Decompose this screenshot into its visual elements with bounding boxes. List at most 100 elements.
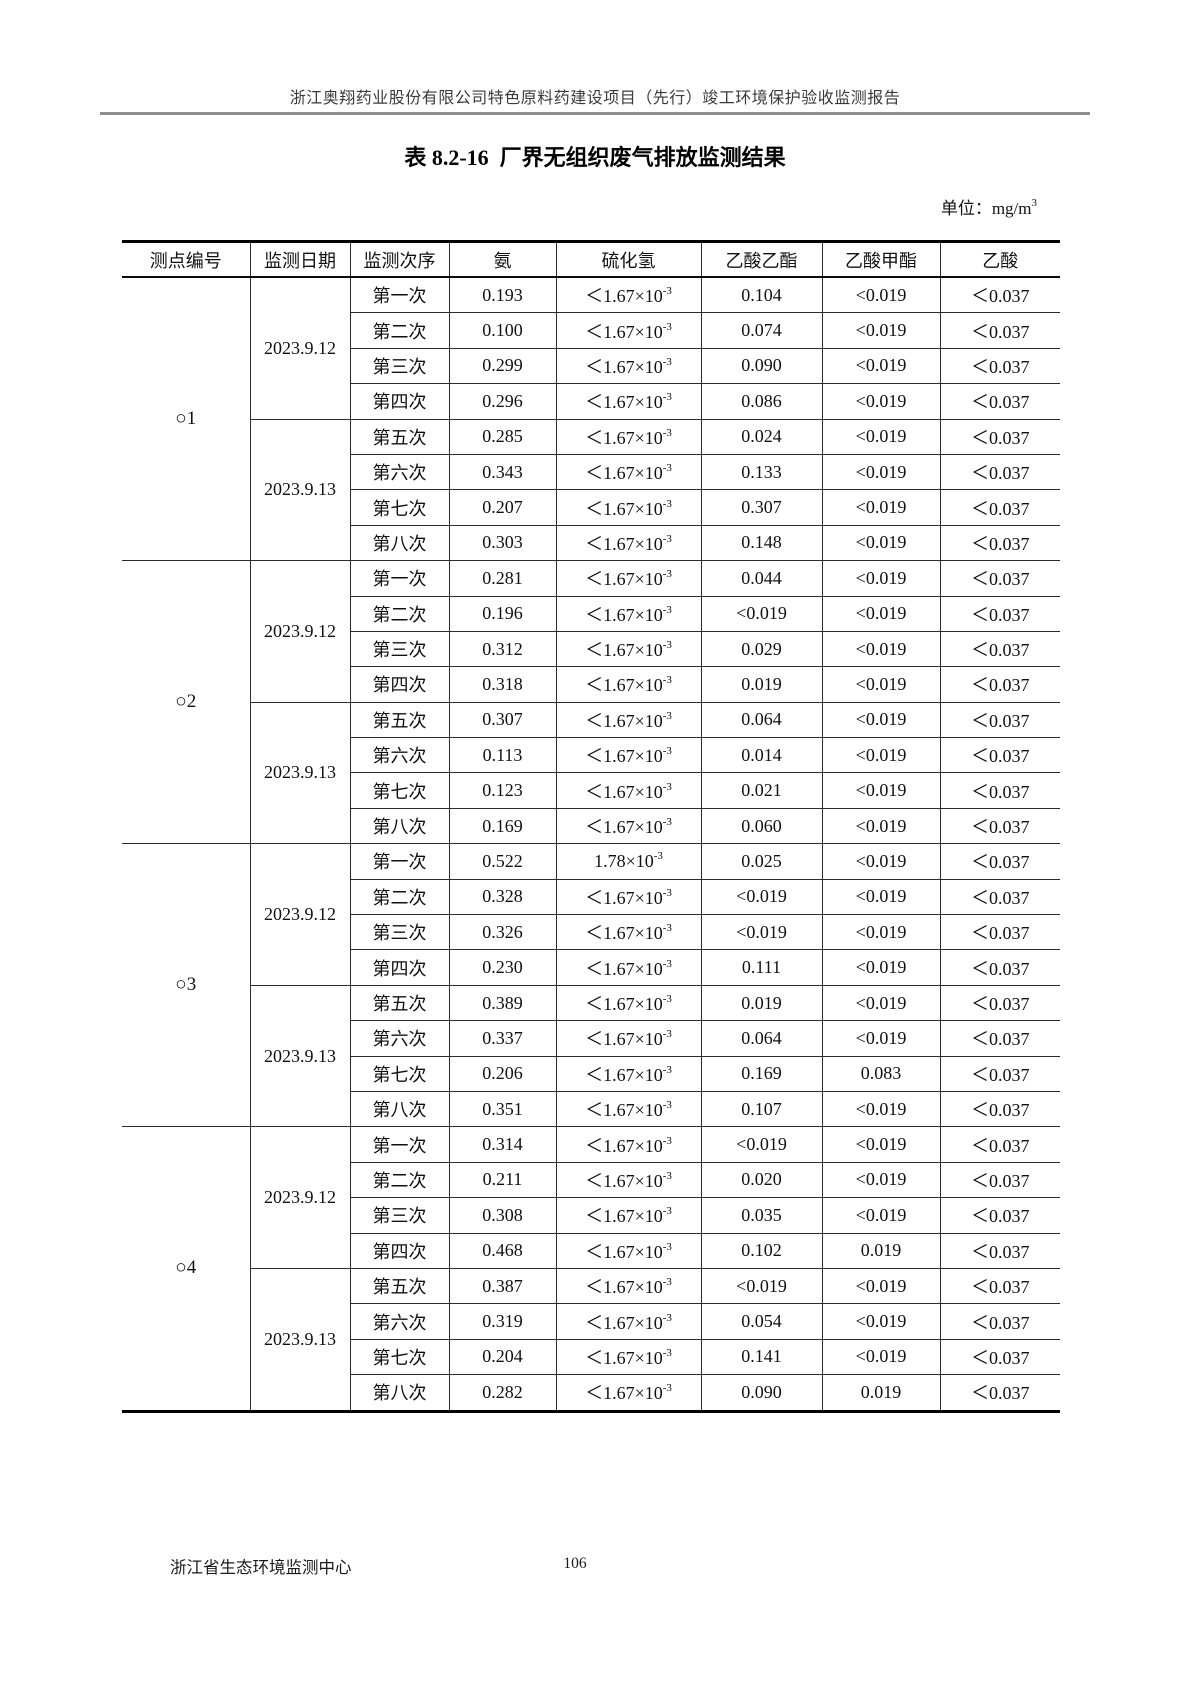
methyl-acetate-cell: <0.019	[821, 701, 941, 739]
acetic-acid-cell: ＜0.037	[939, 701, 1060, 739]
methyl-acetate-cell: <0.019	[821, 595, 941, 632]
table-row: 第二次 0.196 ＜1.67×10-3 <0.019 <0.019 ＜0.037	[122, 595, 1060, 632]
methyl-acetate-cell: <0.019	[821, 807, 941, 845]
acetic-acid-cell: ＜0.037	[939, 1161, 1060, 1199]
ethyl-acetate-cell: <0.019	[700, 1126, 823, 1163]
column-header: 监测日期	[249, 240, 351, 278]
ammonia-cell: 0.211	[448, 1161, 557, 1199]
monitoring-point-cell: ○4	[122, 1126, 251, 1412]
sequence-cell: 第二次	[349, 1161, 450, 1199]
acetic-acid-cell: ＜0.037	[939, 1090, 1060, 1128]
date-cell: 2023.9.12	[249, 276, 351, 420]
table-row: 第七次 0.207 ＜1.67×10-3 0.307 <0.019 ＜0.037	[122, 489, 1060, 526]
table-row: 2023.9.13 第五次 0.389 ＜1.67×10-3 0.019 <0.019 ＜0…	[122, 984, 1060, 1128]
table-row: 第七次 0.206 ＜1.67×10-3 0.169 0.083 ＜0.037	[122, 1055, 1060, 1092]
hydrogen-sulfide-cell: ＜1.67×10-3	[555, 1020, 702, 1057]
ammonia-cell: 0.318	[448, 666, 557, 703]
sequence-cell: 第七次	[349, 772, 450, 809]
hydrogen-sulfide-cell: ＜1.67×10-3	[555, 1267, 702, 1305]
sequence-cell: 第二次	[349, 595, 450, 632]
table-row: 第八次 0.303 ＜1.67×10-3 0.148 <0.019 ＜0.037	[122, 524, 1060, 562]
methyl-acetate-cell: <0.019	[821, 878, 941, 916]
methyl-acetate-cell: <0.019	[821, 312, 941, 349]
sequence-cell: 第五次	[349, 984, 450, 1022]
table-row: 第二次 0.211 ＜1.67×10-3 0.020 <0.019 ＜0.037	[122, 1161, 1060, 1199]
sequence-cell: 第四次	[349, 1232, 450, 1269]
monitoring-point-cell: ○2	[122, 560, 251, 845]
header-divider	[100, 112, 1090, 115]
page-header-text: 浙江奥翔药业股份有限公司特色原料药建设项目（先行）竣工环境保护验收监测报告	[289, 90, 901, 107]
methyl-acetate-cell: <0.019	[821, 347, 941, 385]
sequence-cell: 第七次	[349, 489, 450, 526]
methyl-acetate-cell: <0.019	[821, 843, 941, 880]
ammonia-cell: 0.312	[448, 630, 557, 668]
ethyl-acetate-cell: 0.133	[700, 453, 823, 491]
table-row: 第三次 0.326 ＜1.67×10-3 <0.019 <0.019 ＜0.037	[122, 914, 1060, 951]
date-cell: 2023.9.13	[249, 701, 351, 845]
hydrogen-sulfide-cell: ＜1.67×10-3	[555, 878, 702, 916]
methyl-acetate-cell: <0.019	[821, 949, 941, 986]
ethyl-acetate-cell: 0.019	[700, 666, 823, 703]
acetic-acid-cell: ＜0.037	[939, 630, 1060, 668]
sequence-cell: 第三次	[349, 1197, 450, 1234]
methyl-acetate-cell: <0.019	[821, 453, 941, 491]
methyl-acetate-cell: <0.019	[821, 1126, 941, 1163]
hydrogen-sulfide-cell: ＜1.67×10-3	[555, 312, 702, 349]
hydrogen-sulfide-cell: ＜1.67×10-3	[555, 489, 702, 526]
acetic-acid-cell: ＜0.037	[939, 949, 1060, 986]
methyl-acetate-cell: <0.019	[821, 914, 941, 951]
acetic-acid-cell: ＜0.037	[939, 560, 1060, 597]
footer-organization: 浙江省生态环境监测中心	[170, 1558, 352, 1577]
ammonia-cell: 0.468	[448, 1232, 557, 1269]
table-row: ○3 2023.9.12 第一次 0.522 1.78×10-3 0.025 <0.019 ＜…	[122, 843, 1060, 1128]
ammonia-cell: 0.207	[448, 489, 557, 526]
ethyl-acetate-cell: 0.020	[700, 1161, 823, 1199]
table-row: 第二次 0.328 ＜1.67×10-3 <0.019 <0.019 ＜0.037	[122, 878, 1060, 916]
ethyl-acetate-cell: 0.104	[700, 276, 823, 314]
ammonia-cell: 0.282	[448, 1374, 557, 1412]
ammonia-cell: 0.113	[448, 737, 557, 774]
methyl-acetate-cell: <0.019	[821, 1161, 941, 1199]
ethyl-acetate-cell: <0.019	[700, 914, 823, 951]
ethyl-acetate-cell: 0.029	[700, 630, 823, 668]
hydrogen-sulfide-cell: ＜1.67×10-3	[555, 276, 702, 314]
hydrogen-sulfide-cell: ＜1.67×10-3	[555, 1055, 702, 1092]
ethyl-acetate-cell: 0.021	[700, 772, 823, 809]
hydrogen-sulfide-cell: ＜1.67×10-3	[555, 1232, 702, 1269]
acetic-acid-cell: ＜0.037	[939, 878, 1060, 916]
monitoring-results-table: 测点编号 监测日期 监测次序氨硫化氢 乙酸乙酯 乙酸甲酯 乙酸 ○1 2023.9.12 第一…	[122, 240, 1060, 1413]
ammonia-cell: 0.337	[448, 1020, 557, 1057]
methyl-acetate-cell: 0.019	[821, 1374, 941, 1412]
methyl-acetate-cell: <0.019	[821, 418, 941, 455]
table-row: 第四次 0.468 ＜1.67×10-3 0.102 0.019 ＜0.037	[122, 1232, 1060, 1269]
ethyl-acetate-cell: 0.019	[700, 984, 823, 1022]
ammonia-cell: 0.204	[448, 1338, 557, 1376]
hydrogen-sulfide-cell: 1.78×10-3	[555, 843, 702, 880]
acetic-acid-cell: ＜0.037	[939, 772, 1060, 809]
ammonia-cell: 0.206	[448, 1055, 557, 1092]
monitoring-point-cell: ○3	[122, 843, 251, 1128]
column-header: 监测次序	[349, 240, 450, 278]
hydrogen-sulfide-cell: ＜1.67×10-3	[555, 914, 702, 951]
table-row: 第六次 0.343 ＜1.67×10-3 0.133 <0.019 ＜0.037	[122, 453, 1060, 491]
ammonia-cell: 0.230	[448, 949, 557, 986]
acetic-acid-cell: ＜0.037	[939, 383, 1060, 420]
ethyl-acetate-cell: 0.111	[700, 949, 823, 986]
hydrogen-sulfide-cell: ＜1.67×10-3	[555, 418, 702, 455]
acetic-acid-cell: ＜0.037	[939, 418, 1060, 455]
methyl-acetate-cell: <0.019	[821, 1267, 941, 1305]
ethyl-acetate-cell: 0.141	[700, 1338, 823, 1376]
methyl-acetate-cell: <0.019	[821, 524, 941, 562]
table-row: 第八次 0.282 ＜1.67×10-3 0.090 0.019 ＜0.037	[122, 1374, 1060, 1412]
acetic-acid-cell: ＜0.037	[939, 453, 1060, 491]
acetic-acid-cell: ＜0.037	[939, 595, 1060, 632]
ethyl-acetate-cell: 0.035	[700, 1197, 823, 1234]
ethyl-acetate-cell: 0.054	[700, 1303, 823, 1340]
acetic-acid-cell: ＜0.037	[939, 489, 1060, 526]
ethyl-acetate-cell: 0.090	[700, 347, 823, 385]
column-header: 氨	[448, 240, 557, 278]
acetic-acid-cell: ＜0.037	[939, 984, 1060, 1022]
acetic-acid-cell: ＜0.037	[939, 1197, 1060, 1234]
methyl-acetate-cell: <0.019	[821, 1303, 941, 1340]
acetic-acid-cell: ＜0.037	[939, 1374, 1060, 1412]
